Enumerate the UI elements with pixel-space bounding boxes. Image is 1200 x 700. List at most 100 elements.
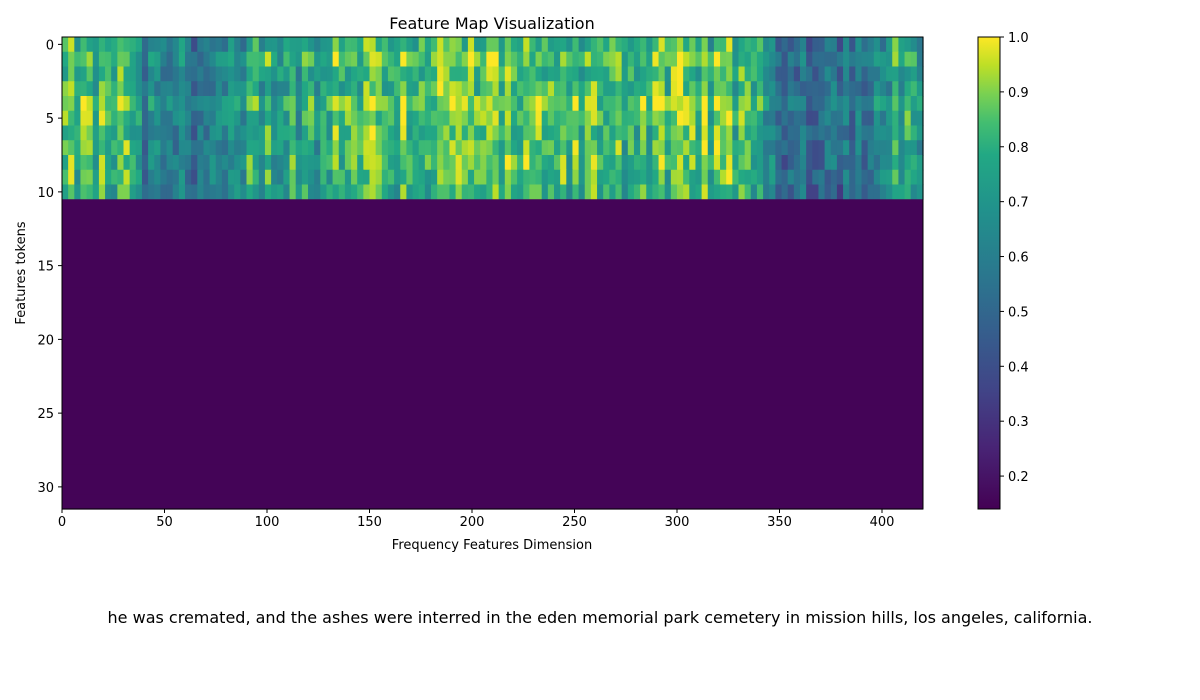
heatmap-cell	[178, 140, 186, 156]
heatmap-cell	[443, 169, 451, 186]
heatmap-cell	[320, 140, 328, 156]
heatmap-cell	[510, 125, 518, 141]
heatmap-cell	[283, 96, 291, 112]
heatmap-cell	[578, 155, 586, 171]
heatmap-cell	[474, 81, 481, 97]
heatmap-cell	[363, 140, 371, 156]
heatmap-cell	[228, 155, 235, 171]
heatmap-cell	[135, 37, 143, 53]
heatmap-cell	[781, 66, 789, 82]
heatmap-cell	[566, 155, 574, 171]
heatmap-cell	[295, 37, 303, 53]
heatmap-cell	[498, 66, 506, 82]
heatmap-cell	[271, 155, 278, 171]
heatmap-cell	[615, 66, 623, 82]
heatmap-cell	[172, 37, 180, 53]
heatmap-cell	[117, 169, 125, 186]
heatmap-cell	[172, 81, 180, 97]
heatmap-cell	[769, 125, 776, 141]
heatmap-cell	[148, 37, 155, 53]
heatmap-cell	[627, 169, 635, 186]
heatmap-cell	[492, 96, 500, 112]
heatmap-cell	[363, 37, 371, 53]
heatmap-cell	[621, 140, 629, 156]
heatmap-cell	[117, 81, 125, 97]
heatmap-cell	[916, 169, 924, 186]
heatmap-cell	[228, 96, 235, 112]
heatmap-cell	[910, 184, 918, 200]
heatmap-cell	[578, 51, 586, 68]
heatmap-cell	[886, 96, 893, 112]
heatmap-cell	[141, 155, 149, 171]
heatmap-cell	[148, 96, 155, 112]
heatmap-cell	[572, 96, 580, 112]
heatmap-cell	[627, 51, 635, 68]
heatmap-cell	[886, 184, 893, 200]
x-tick-label: 350	[767, 515, 792, 530]
heatmap-cell	[191, 96, 198, 112]
heatmap-cell	[449, 66, 457, 82]
heatmap-cell	[744, 125, 752, 141]
heatmap-cell	[197, 51, 205, 68]
heatmap-cell	[677, 140, 684, 156]
heatmap-cell	[898, 184, 906, 200]
heatmap-cell	[172, 110, 180, 127]
heatmap-cell	[295, 155, 303, 171]
heatmap-cell	[738, 37, 746, 53]
heatmap-cell	[148, 66, 155, 82]
heatmap-cell	[74, 155, 82, 171]
heatmap-cell	[621, 37, 629, 53]
heatmap-cell	[590, 37, 598, 53]
heatmap-cell	[541, 37, 549, 53]
heatmap-cell	[62, 125, 69, 141]
heatmap-cell	[726, 110, 733, 127]
heatmap-cell	[775, 125, 783, 141]
heatmap-cell	[504, 66, 512, 82]
heatmap-cell	[916, 184, 924, 200]
heatmap-cell	[633, 184, 641, 200]
heatmap-cell	[141, 66, 149, 82]
heatmap-cell	[400, 37, 407, 53]
heatmap-cell	[228, 125, 235, 141]
heatmap-cell	[898, 125, 906, 141]
heatmap-cell	[154, 169, 161, 186]
heatmap-cell	[627, 110, 635, 127]
heatmap-cell	[603, 140, 610, 156]
heatmap-cell	[80, 81, 88, 97]
heatmap-cell	[720, 96, 727, 112]
heatmap-cell	[406, 51, 414, 68]
heatmap-cell	[351, 96, 358, 112]
heatmap-cell	[455, 37, 463, 53]
heatmap-cell	[154, 125, 161, 141]
heatmap-cell	[879, 81, 887, 97]
heatmap-cell	[849, 184, 856, 200]
heatmap-cell	[861, 125, 869, 141]
heatmap-cell	[332, 66, 340, 82]
heatmap-cell	[486, 96, 494, 112]
heatmap-cell	[289, 37, 297, 53]
x-tick-label: 0	[58, 515, 66, 530]
heatmap-cell	[726, 37, 733, 53]
heatmap-cell	[732, 140, 740, 156]
heatmap-cell	[689, 155, 697, 171]
heatmap-cell	[105, 140, 112, 156]
heatmap-cell	[412, 110, 420, 127]
heatmap-cell	[92, 37, 100, 53]
heatmap-cell	[689, 140, 697, 156]
heatmap-cell	[418, 169, 426, 186]
heatmap-cell	[277, 169, 284, 186]
heatmap-cell	[86, 51, 94, 68]
heatmap-cell	[646, 110, 653, 127]
heatmap-cell	[443, 51, 451, 68]
heatmap-cell	[615, 51, 623, 68]
heatmap-cell	[363, 81, 371, 97]
heatmap-cell	[806, 155, 813, 171]
heatmap-cell	[627, 81, 635, 97]
heatmap-cell	[787, 37, 795, 53]
heatmap-cell	[461, 140, 469, 156]
heatmap-cell	[584, 140, 592, 156]
heatmap-cell	[775, 155, 783, 171]
heatmap-cell	[148, 125, 155, 141]
heatmap-cell	[886, 110, 893, 127]
heatmap-cell	[652, 125, 660, 141]
